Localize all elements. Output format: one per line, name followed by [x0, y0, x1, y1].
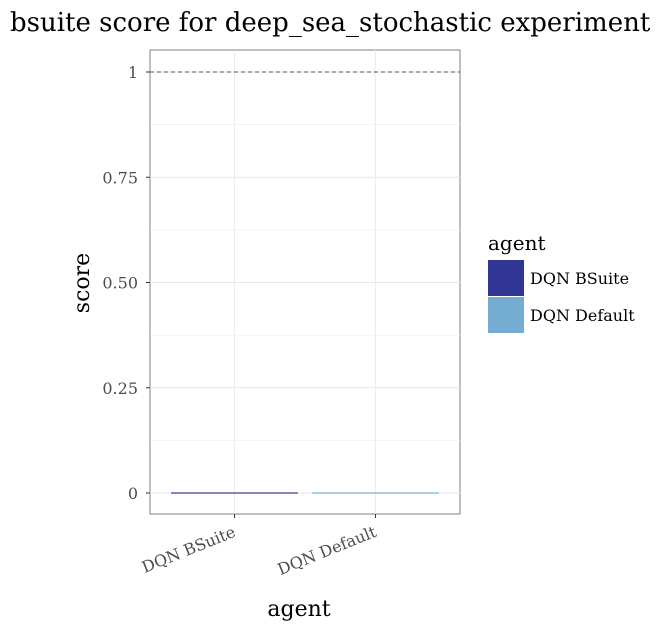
- x-axis: DQN BSuite DQN Default: [139, 514, 379, 579]
- x-axis-title: agent: [267, 597, 330, 622]
- legend-label: DQN Default: [530, 306, 635, 325]
- chart-title: bsuite score for deep_sea_stochastic exp…: [10, 8, 651, 38]
- y-tick-label: 1: [128, 63, 138, 82]
- x-tick-label: DQN Default: [275, 522, 380, 579]
- y-tick-label: 0.25: [102, 379, 138, 398]
- legend-title: agent: [488, 231, 545, 255]
- y-tick-label: 0.50: [102, 274, 138, 293]
- y-axis-title: score: [70, 253, 95, 313]
- legend: agent DQN BSuite DQN Default: [488, 231, 635, 333]
- y-tick-label: 0.75: [102, 168, 138, 187]
- bar: [171, 492, 298, 494]
- y-tick-label: 0: [128, 484, 138, 503]
- legend-label: DQN BSuite: [530, 269, 629, 288]
- x-tick-label: DQN BSuite: [139, 522, 238, 577]
- legend-swatch: [488, 297, 524, 333]
- bars: [171, 492, 439, 494]
- bar: [312, 492, 439, 494]
- legend-swatch: [488, 260, 524, 296]
- y-axis: 0 0.25 0.50 0.75 1: [102, 63, 150, 503]
